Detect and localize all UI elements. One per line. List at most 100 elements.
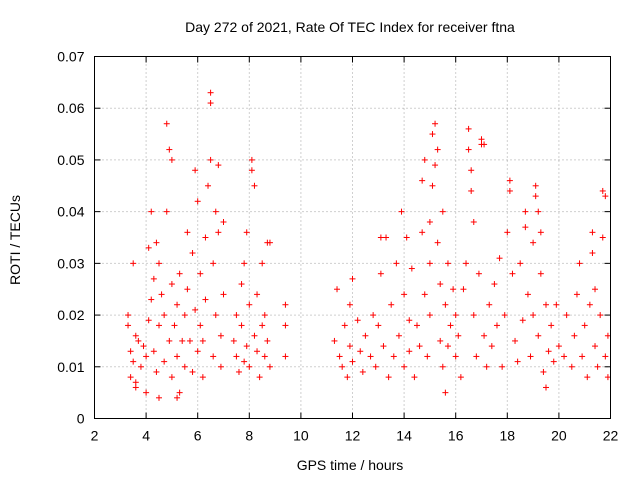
data-point bbox=[194, 348, 201, 355]
data-point bbox=[434, 239, 441, 246]
data-point bbox=[421, 156, 428, 163]
data-point bbox=[452, 353, 459, 360]
data-point bbox=[548, 322, 555, 329]
data-point bbox=[524, 291, 531, 298]
data-point bbox=[282, 301, 289, 308]
data-point bbox=[452, 312, 459, 319]
data-point bbox=[156, 322, 162, 329]
y-tick-label: 0.02 bbox=[57, 307, 84, 323]
data-point bbox=[468, 167, 475, 174]
data-point bbox=[339, 363, 346, 370]
data-point bbox=[537, 270, 544, 277]
data-point bbox=[426, 260, 433, 267]
data-point bbox=[233, 353, 240, 360]
data-point bbox=[202, 296, 209, 303]
data-point bbox=[130, 358, 137, 365]
data-point bbox=[522, 224, 529, 231]
data-point bbox=[514, 358, 521, 365]
data-point bbox=[419, 177, 426, 184]
data-point bbox=[362, 332, 369, 339]
data-point bbox=[439, 363, 446, 370]
data-point bbox=[184, 229, 191, 236]
data-point bbox=[163, 120, 170, 127]
data-point bbox=[429, 182, 436, 189]
data-point bbox=[537, 229, 544, 236]
x-tick-label: 8 bbox=[245, 428, 253, 444]
data-point bbox=[243, 343, 250, 350]
x-tick-labels: 2 4 6 8 10 12 14 16 18 20 22 bbox=[91, 428, 619, 444]
data-point bbox=[145, 244, 152, 251]
x-axis-label: GPS time / hours bbox=[297, 457, 404, 473]
data-point bbox=[156, 394, 162, 401]
data-point bbox=[375, 322, 382, 329]
data-point bbox=[161, 358, 168, 365]
data-point bbox=[130, 260, 137, 267]
data-point bbox=[370, 312, 377, 319]
data-point bbox=[496, 255, 503, 262]
x-tick-label: 2 bbox=[91, 428, 99, 444]
y-tick-label: 0.05 bbox=[57, 152, 84, 168]
data-point bbox=[359, 368, 366, 375]
data-point bbox=[493, 322, 500, 329]
data-point bbox=[158, 291, 165, 298]
data-point bbox=[506, 177, 513, 184]
data-point bbox=[135, 337, 142, 344]
data-point bbox=[442, 301, 449, 308]
data-point bbox=[156, 260, 162, 267]
data-point bbox=[202, 234, 209, 241]
data-point bbox=[555, 343, 562, 350]
data-point bbox=[450, 286, 457, 293]
data-point bbox=[545, 348, 552, 355]
data-point bbox=[233, 312, 240, 319]
data-point bbox=[403, 234, 410, 241]
data-point bbox=[519, 317, 526, 324]
data-point bbox=[550, 358, 557, 365]
data-points bbox=[125, 89, 611, 401]
data-point bbox=[385, 374, 392, 381]
data-point bbox=[264, 337, 271, 344]
data-point bbox=[357, 348, 364, 355]
data-point bbox=[179, 337, 186, 344]
data-point bbox=[217, 332, 224, 339]
data-point bbox=[592, 286, 599, 293]
data-point bbox=[522, 208, 529, 215]
data-point bbox=[254, 291, 261, 298]
y-tick-label: 0 bbox=[77, 411, 85, 427]
data-point bbox=[163, 208, 170, 215]
data-point bbox=[238, 322, 245, 329]
data-point bbox=[501, 312, 508, 319]
data-point bbox=[473, 353, 480, 360]
data-point bbox=[530, 312, 537, 319]
data-point bbox=[197, 270, 204, 277]
data-point bbox=[230, 337, 237, 344]
data-point bbox=[584, 374, 591, 381]
data-point bbox=[599, 234, 606, 241]
data-point bbox=[586, 301, 593, 308]
data-point bbox=[393, 260, 400, 267]
data-point bbox=[561, 353, 568, 360]
data-point bbox=[408, 265, 415, 272]
data-point bbox=[401, 363, 408, 370]
data-point bbox=[499, 363, 506, 370]
data-point bbox=[205, 182, 212, 189]
data-point bbox=[401, 291, 408, 298]
data-point bbox=[125, 312, 132, 319]
data-point bbox=[132, 379, 139, 386]
data-point bbox=[148, 208, 155, 215]
data-point bbox=[246, 301, 253, 308]
data-point bbox=[181, 363, 188, 370]
data-point bbox=[197, 322, 204, 329]
data-point bbox=[535, 332, 542, 339]
data-point bbox=[457, 374, 464, 381]
data-point bbox=[148, 296, 155, 303]
data-point bbox=[215, 229, 222, 236]
data-point bbox=[220, 291, 227, 298]
data-point bbox=[331, 337, 338, 344]
data-point bbox=[349, 358, 356, 365]
x-tick-label: 10 bbox=[293, 428, 309, 444]
data-point bbox=[132, 384, 139, 391]
data-point bbox=[470, 312, 477, 319]
data-point bbox=[573, 291, 580, 298]
data-point bbox=[543, 301, 549, 308]
data-point bbox=[470, 218, 477, 225]
